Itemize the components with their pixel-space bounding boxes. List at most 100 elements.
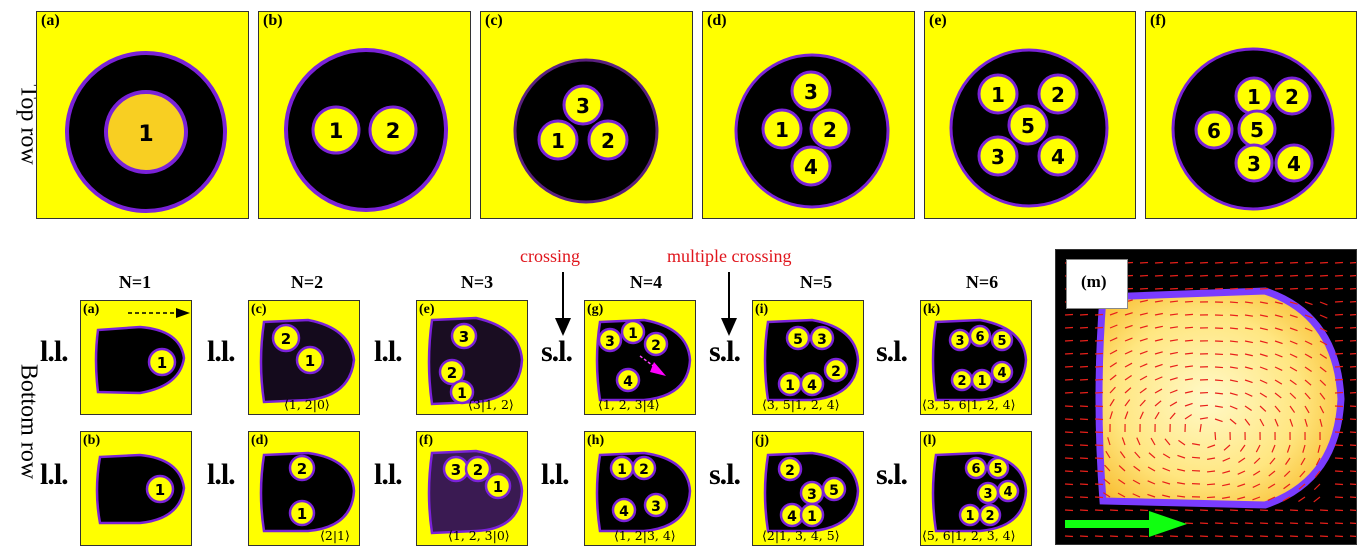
velocity-vector <box>1349 378 1359 381</box>
velocity-vector <box>1169 313 1179 316</box>
velocity-vector <box>1229 522 1239 525</box>
velocity-vector <box>1319 327 1328 333</box>
velocity-vector <box>1259 509 1269 512</box>
velocity-vector <box>1162 467 1171 472</box>
droplet-label: 4 <box>619 504 629 520</box>
velocity-vector <box>1064 418 1074 421</box>
velocity-vector <box>1349 522 1359 525</box>
velocity-vector <box>1349 483 1359 486</box>
velocity-vector <box>1285 457 1291 465</box>
panel-tag: (i) <box>755 302 769 317</box>
side-label: l.l. <box>541 458 570 491</box>
state-bracket: ⟨1, 2, 3|0⟩ <box>448 528 510 543</box>
droplet-label: 2 <box>281 330 291 348</box>
velocity-vector <box>1214 535 1224 538</box>
side-label: l.l. <box>40 335 69 368</box>
velocity-vector <box>1229 405 1238 410</box>
panel-tag: (j) <box>755 433 769 448</box>
velocity-vector <box>1304 522 1314 525</box>
bottom-panel-k: 3 6 5 2 1 4 (k) ⟨3, 5, 6|1, 2, 4⟩ <box>920 300 1032 415</box>
bottom-panel-h-figure: 1 2 4 3 <box>584 431 696 546</box>
velocity-vector <box>1139 535 1149 538</box>
velocity-vector <box>1334 326 1344 329</box>
velocity-vector <box>1154 338 1163 342</box>
velocity-vector <box>1154 509 1164 512</box>
velocity-vector <box>1079 339 1089 342</box>
droplet-label: 6 <box>1207 119 1221 143</box>
velocity-vector <box>1259 392 1268 398</box>
velocity-vector <box>1162 494 1171 498</box>
bottom-panel-j-figure: 2 3 5 4 1 <box>752 431 864 546</box>
velocity-vector <box>1154 388 1163 394</box>
droplet-label: 1 <box>155 481 165 499</box>
bottom-panel-g-figure: 3 1 2 4 <box>584 300 696 415</box>
velocity-vector <box>1274 535 1284 538</box>
velocity-vector <box>1334 483 1344 486</box>
velocity-vector <box>1304 535 1314 538</box>
velocity-vector <box>1244 287 1254 290</box>
bottom-panel-d: 2 1 (d) ⟨2|1⟩ <box>248 431 360 546</box>
velocity-vector <box>1079 483 1089 486</box>
velocity-vector <box>1132 479 1141 485</box>
velocity-vector <box>1214 261 1224 264</box>
top-panel-c: 3 1 2 (c) <box>480 11 693 219</box>
velocity-vector <box>1079 405 1089 408</box>
velocity-vector <box>1334 496 1344 499</box>
velocity-vector <box>1139 411 1144 420</box>
velocity-vector <box>1094 365 1104 368</box>
velocity-vector <box>1349 444 1359 447</box>
velocity-vector <box>1079 444 1089 447</box>
panel-tag: (b) <box>83 433 101 448</box>
velocity-vector <box>1244 418 1251 426</box>
velocity-vector <box>1064 378 1074 381</box>
velocity-vector <box>1124 324 1133 329</box>
velocity-vector <box>1267 496 1276 502</box>
panel-tag: (d) <box>707 12 727 29</box>
velocity-vector <box>1124 312 1133 316</box>
velocity-vector <box>1274 405 1281 413</box>
bottom-panel-f-figure: 3 2 1 <box>416 431 528 546</box>
velocity-vector <box>1319 353 1328 359</box>
velocity-vector <box>1289 405 1296 413</box>
velocity-vector <box>1274 340 1283 345</box>
velocity-vector <box>1207 457 1216 460</box>
velocity-vector <box>1244 366 1253 370</box>
velocity-vector <box>1094 457 1104 460</box>
panel-tag: (a) <box>83 302 100 317</box>
velocity-vector <box>1064 509 1074 512</box>
droplet-label: 4 <box>623 374 633 390</box>
velocity-vector <box>1244 274 1254 277</box>
velocity-vector <box>1317 444 1321 453</box>
velocity-vector <box>1184 535 1194 538</box>
velocity-vector <box>1124 375 1132 381</box>
droplet-label: 1 <box>305 352 315 370</box>
bottom-panel-f: 3 2 1 (f) ⟨1, 2, 3|0⟩ <box>416 431 528 546</box>
velocity-vector <box>1184 365 1194 368</box>
velocity-vector <box>1094 483 1104 486</box>
velocity-vector <box>1206 470 1216 473</box>
droplet-label: 5 <box>793 332 803 348</box>
velocity-vector <box>1244 340 1253 344</box>
velocity-vector <box>1237 470 1246 475</box>
bottom-panel-d-figure: 2 1 <box>248 431 360 546</box>
side-label: l.l. <box>207 458 236 491</box>
velocity-vector <box>1139 312 1148 316</box>
velocity-vector <box>1105 450 1111 459</box>
velocity-vector <box>1349 300 1359 303</box>
droplet-label: 4 <box>1287 152 1301 176</box>
droplet-label: 1 <box>457 386 467 402</box>
velocity-vector <box>1334 535 1344 538</box>
velocity-vector <box>1176 495 1186 498</box>
velocity-vector <box>1237 496 1246 500</box>
bottom-panel-l: 6 5 3 4 1 2 (l) ⟨5, 6|1, 2, 3, 4⟩ <box>920 431 1032 546</box>
velocity-vector <box>1109 374 1117 381</box>
droplet-label: 5 <box>1250 118 1264 142</box>
velocity-vector <box>1184 414 1192 420</box>
velocity-vector <box>1150 437 1156 446</box>
velocity-vector <box>1252 470 1261 476</box>
velocity-vector <box>1094 535 1104 538</box>
velocity-vector <box>1289 366 1298 372</box>
column-label-n3: N=3 <box>460 272 494 292</box>
velocity-vector <box>1269 457 1276 465</box>
velocity-vector <box>1169 509 1179 512</box>
